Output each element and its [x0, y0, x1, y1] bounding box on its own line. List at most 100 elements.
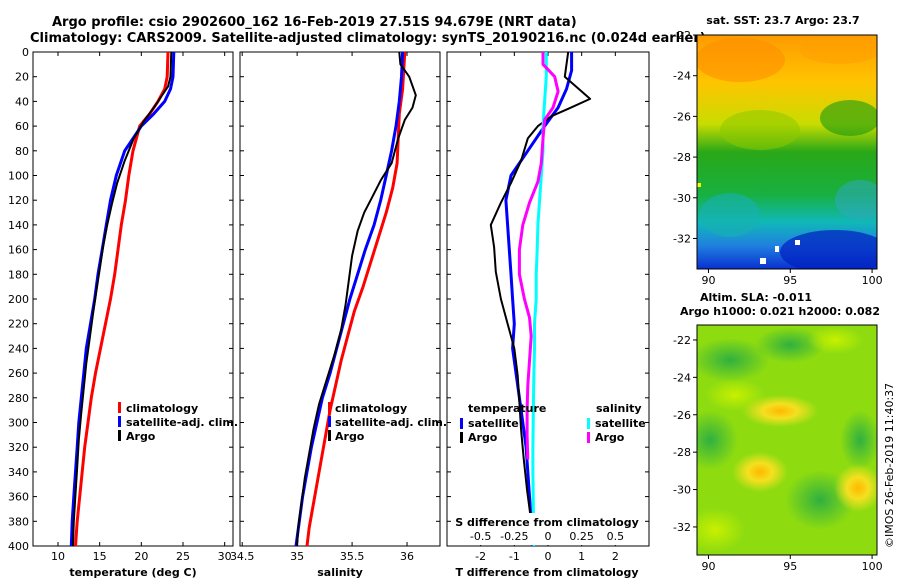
depth-tick-label: 340	[8, 466, 29, 479]
sla-mid-patch	[697, 508, 745, 552]
x-tick-label: 20	[134, 550, 148, 563]
map-x-tick-label: 95	[783, 560, 797, 573]
series-line-argo	[296, 51, 417, 547]
sla-map-title-line2: Argo h1000: 0.021 h2000: 0.082	[680, 305, 880, 318]
sst-cool-patch	[835, 180, 877, 220]
x-tick-label: 34.5	[230, 550, 255, 563]
sla-high-patch	[834, 464, 877, 512]
depth-tick-label: 380	[8, 515, 29, 528]
legend-swatch-t-satellite	[460, 418, 463, 429]
x-tick-label: 30	[218, 550, 232, 563]
legend-label-s-argo: Argo	[595, 431, 625, 444]
sst-map-title: sat. SST: 23.7 Argo: 23.7	[706, 14, 859, 27]
depth-tick-label: 20	[15, 71, 29, 84]
salinity-x-label: salinity	[317, 566, 363, 579]
x-tick-label: 35	[290, 550, 304, 563]
temperature-x-axis: 10 15 20 25 30	[51, 52, 232, 563]
salinity-x-axis: 34.5 35 35.5 36	[230, 52, 414, 563]
map-y-tick-label: -30	[673, 484, 691, 497]
sla-map-frame	[696, 324, 878, 556]
s-difference-axis-box	[455, 513, 643, 545]
salinity-plot-frame	[239, 51, 441, 547]
map-y-tick-label: -28	[673, 151, 691, 164]
temperature-profiles	[69, 51, 176, 547]
legend-label-climatology: climatology	[335, 402, 407, 415]
sst-land-mask	[795, 240, 800, 245]
legend-swatch-climatology	[118, 402, 121, 413]
depth-tick-label: 0	[22, 46, 29, 59]
depth-tick-label: 200	[8, 293, 29, 306]
depth-tick-label: 40	[15, 95, 29, 108]
map-y-tick-label: -28	[673, 446, 691, 459]
temperature-panel: 0 20 40 60 80 100 120 140 160 180 200 220 240 260 280 3…	[8, 46, 238, 579]
x-tick-label: 35.5	[340, 550, 365, 563]
s-difference-tick-label: -0.25	[500, 530, 528, 543]
sla-map-panel: Altim. SLA: -0.011 Argo h1000: 0.021 h20…	[673, 291, 883, 573]
map-y-tick-label: -24	[673, 371, 691, 384]
sla-low-patch	[697, 338, 770, 382]
depth-tick-label: 240	[8, 342, 29, 355]
sst-transition-patch	[720, 110, 800, 150]
legend-swatch-climatology	[328, 402, 331, 413]
legend-label-s-satellite: satellite	[595, 417, 646, 430]
sla-map-axes: 90 95 100 -22 -24 -26 -28 -30 -32	[673, 334, 883, 573]
s-difference-tick-label: 0.25	[569, 530, 594, 543]
legend-label-argo: Argo	[126, 430, 156, 443]
x-tick-label: 15	[93, 550, 107, 563]
depth-tick-label: 220	[8, 318, 29, 331]
sla-high-patch	[742, 395, 818, 427]
s-difference-tick-label: 0.5	[607, 530, 625, 543]
s-difference-tick-label: -0.5	[470, 530, 491, 543]
series-line-climatology	[305, 51, 407, 547]
legend-label-climatology: climatology	[126, 402, 198, 415]
difference-legend: temperature salinity satellite Argo sate…	[460, 402, 646, 444]
legend-label-t-satellite: satellite	[468, 417, 519, 430]
depth-tick-label: 180	[8, 268, 29, 281]
sst-cool-patch	[700, 193, 760, 237]
depth-tick-label: 300	[8, 417, 29, 430]
map-y-tick-label: -32	[673, 232, 691, 245]
sla-low-patch	[697, 410, 738, 470]
depth-tick-label: 260	[8, 367, 29, 380]
salinity-depth-ticks	[240, 51, 440, 547]
legend-label-argo: Argo	[335, 430, 365, 443]
temperature-x-label: temperature (deg C)	[69, 566, 196, 579]
map-x-tick-label: 90	[701, 274, 715, 287]
sla-mid-patch	[807, 326, 863, 354]
legend-swatch-argo	[328, 430, 331, 441]
legend-swatch-satellite	[118, 416, 121, 427]
temperature-plot-frame	[32, 51, 234, 547]
legend-swatch-s-argo	[587, 432, 590, 443]
difference-depth-ticks	[447, 51, 649, 547]
salinity-panel: 34.5 35 35.5 36 climatology satellite-adj. …	[230, 51, 447, 579]
map-x-tick-label: 90	[701, 560, 715, 573]
sst-heatmap	[697, 35, 877, 269]
sla-low-patch	[755, 327, 825, 363]
legend-label-satellite-adj: satellite-adj. clim.	[335, 416, 447, 429]
x-tick-label: 2	[612, 550, 619, 563]
x-tick-label: -1	[509, 550, 520, 563]
legend-title-salinity: salinity	[596, 402, 642, 415]
sla-high-patch	[732, 452, 788, 492]
sst-warm-patch	[697, 38, 785, 82]
sst-cool-patch	[820, 100, 877, 136]
map-y-tick-label: -30	[673, 192, 691, 205]
legend-label-satellite-adj: satellite-adj. clim.	[126, 416, 238, 429]
depth-tick-label: 100	[8, 170, 29, 183]
sla-low-patch	[840, 410, 877, 470]
difference-x-axis: -2 -1 0 1 2	[475, 52, 619, 563]
depth-tick-label: 80	[15, 145, 29, 158]
depth-tick-label: 140	[8, 219, 29, 232]
x-tick-label: 0	[545, 550, 552, 563]
map-x-tick-label: 100	[862, 274, 883, 287]
depth-tick-label: 120	[8, 194, 29, 207]
map-y-tick-label: -26	[673, 409, 691, 422]
series-line-t-argo	[489, 51, 592, 547]
sst-map-frame	[696, 34, 878, 270]
map-x-tick-label: 95	[783, 274, 797, 287]
s-difference-label: S difference from climatology	[455, 516, 639, 529]
series-line-satellite-adj-clim-	[294, 51, 405, 547]
map-y-tick-label: -32	[673, 521, 691, 534]
figure-title-line1: Argo profile: csio 2902600_162 16-Feb-20…	[52, 15, 577, 30]
map-y-tick-label: -22	[673, 334, 691, 347]
